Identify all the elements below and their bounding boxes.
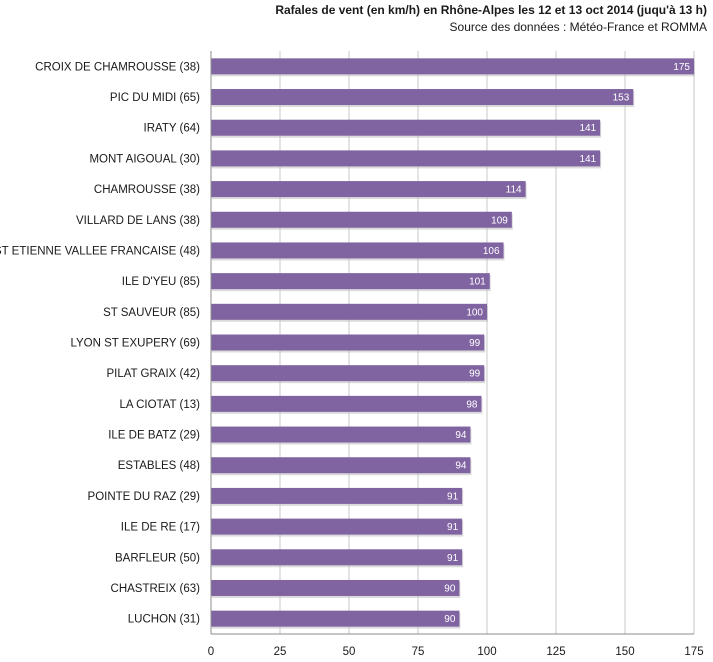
bar-13	[211, 457, 471, 474]
category-label-2: IRATY (64)	[144, 123, 201, 135]
bar-value-label-6: 106	[483, 246, 500, 257]
category-label-16: BARFLEUR (50)	[115, 552, 200, 564]
bar-4	[211, 181, 526, 198]
bar-value-label-18: 90	[444, 614, 456, 625]
x-tick-label-7: 175	[684, 646, 703, 658]
category-label-15: ILE DE RE (17)	[121, 522, 200, 534]
axes: 0 25 50 75 100 125 150 175 CROIX DE CHAMROUSSE (…	[0, 51, 704, 658]
category-label-17: CHASTREIX (63)	[111, 583, 201, 595]
bar-value-label-17: 90	[444, 583, 456, 594]
bar-15	[211, 518, 463, 535]
bar-9	[211, 334, 485, 351]
bars: 175 153 141 141 114 109 106 101 100 99 99 98 94 94 91 9…	[211, 58, 695, 629]
category-label-4: CHAMROUSSE (38)	[94, 184, 200, 196]
bar-value-label-11: 98	[466, 399, 478, 410]
bar-value-label-7: 101	[469, 277, 486, 288]
bar-value-label-14: 91	[447, 491, 459, 502]
chart-title: Rafales de vent (en km/h) en Rhône-Alpes…	[275, 3, 707, 17]
bar-8	[211, 303, 487, 320]
x-tick-label-4: 100	[477, 646, 496, 658]
category-label-14: POINTE DU RAZ (29)	[88, 491, 201, 503]
bar-value-label-10: 99	[469, 369, 481, 380]
bar-12	[211, 426, 471, 443]
category-label-5: VILLARD DE LANS (38)	[76, 215, 200, 227]
category-label-13: ESTABLES (48)	[118, 460, 200, 472]
chart-subtitle: Source des données : Météo-France et ROM…	[449, 20, 707, 34]
bar-value-label-5: 109	[491, 215, 508, 226]
bar-16	[211, 549, 463, 566]
bar-value-label-4: 114	[506, 185, 522, 196]
x-tick-label-1: 25	[274, 646, 287, 658]
bar-11	[211, 395, 482, 412]
x-tick-label-0: 0	[208, 646, 214, 658]
x-tick-label-5: 125	[546, 646, 565, 658]
x-tick-label-3: 75	[412, 646, 425, 658]
category-label-7: ILE D'YEU (85)	[122, 276, 200, 288]
bar-14	[211, 487, 463, 504]
category-label-3: MONT AIGOUAL (30)	[89, 153, 200, 165]
bar-value-label-0: 175	[673, 62, 690, 73]
bar-value-label-8: 100	[466, 307, 483, 318]
category-label-10: PILAT GRAIX (42)	[106, 368, 200, 380]
category-label-11: LA CIOTAT (13)	[119, 399, 200, 411]
bar-17	[211, 579, 460, 596]
bar-value-label-16: 91	[447, 553, 459, 564]
bar-10	[211, 365, 485, 382]
bar-value-label-2: 141	[579, 123, 596, 134]
bar-value-label-9: 99	[469, 338, 481, 349]
bar-3	[211, 150, 601, 167]
x-tick-label-6: 150	[615, 646, 634, 658]
bar-value-label-3: 141	[579, 154, 596, 165]
bar-0	[211, 58, 694, 75]
category-label-1: PIC DU MIDI (65)	[110, 92, 200, 104]
bar-value-label-13: 94	[455, 461, 467, 472]
bar-5	[211, 211, 512, 228]
category-label-18: LUCHON (31)	[128, 614, 200, 626]
category-label-0: CROIX DE CHAMROUSSE (38)	[35, 61, 200, 73]
x-tick-label-2: 50	[343, 646, 356, 658]
bar-value-label-1: 153	[613, 93, 630, 104]
category-label-12: ILE DE BATZ (29)	[108, 430, 200, 442]
category-label-6: ST ETIENNE VALLEE FRANCAISE (48)	[0, 245, 200, 257]
bar-18	[211, 610, 460, 627]
bar-2	[211, 119, 601, 136]
category-label-9: LYON ST EXUPERY (69)	[70, 338, 200, 350]
bar-value-label-12: 94	[455, 430, 467, 441]
bar-1	[211, 89, 634, 106]
category-label-8: ST SAUVEUR (85)	[103, 307, 200, 319]
bar-7	[211, 273, 490, 290]
bar-value-label-15: 91	[447, 522, 459, 533]
bar-6	[211, 242, 504, 259]
